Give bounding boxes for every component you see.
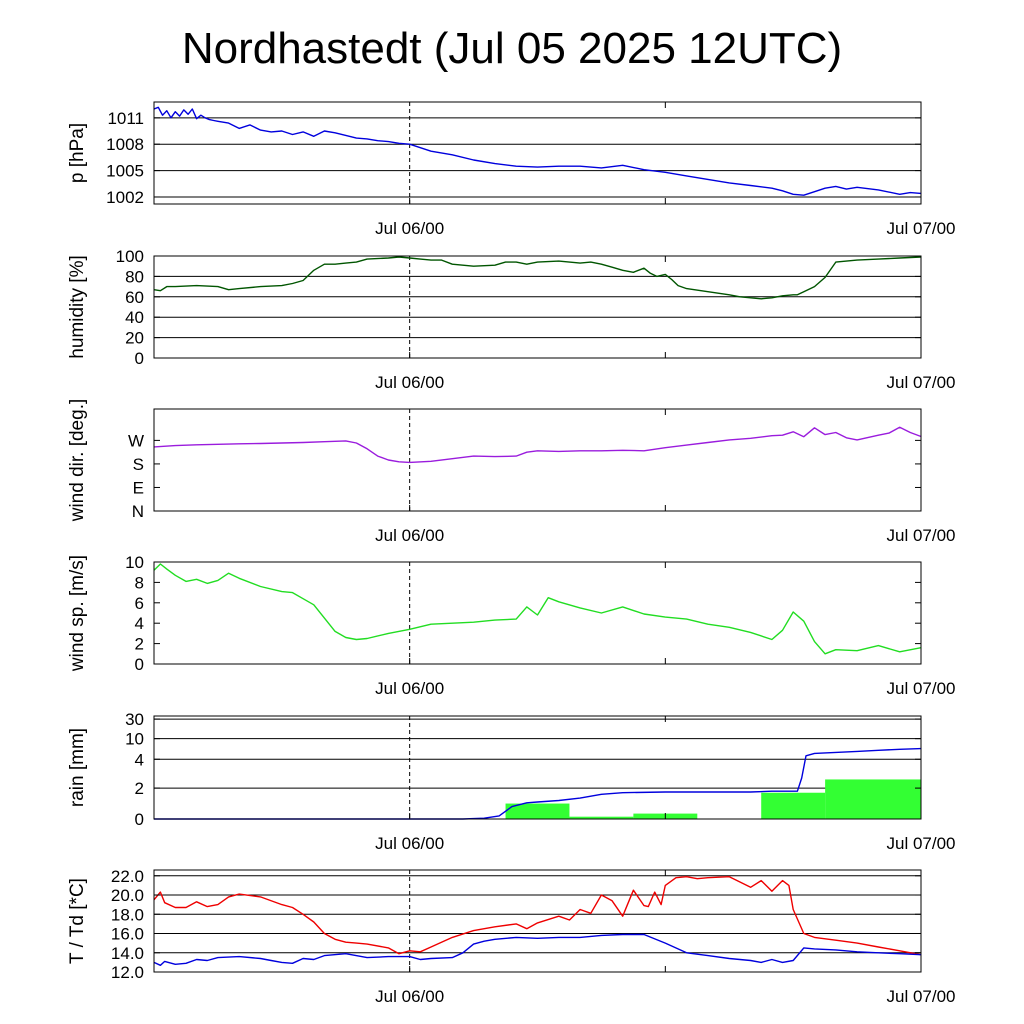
y-tick-label: 22.0 [111, 867, 144, 886]
y-tick-label: 4 [135, 614, 144, 633]
x-tick-label: Jul 06/00 [375, 987, 444, 1006]
panel-pressure: 1002 1005 1008 1011 Jul 06/00 Jul 07/00 p [hPa… [67, 101, 956, 238]
y-tick-label: 20.0 [111, 886, 144, 905]
x-tick-label: Jul 06/00 [375, 219, 444, 238]
panel-frame [153, 101, 922, 205]
y-tick-label: 8 [135, 573, 144, 592]
y-axis-label: T / Td [*C] [67, 878, 88, 964]
y-tick-label: 10 [125, 553, 144, 572]
x-tick-label: Jul 06/00 [375, 679, 444, 698]
panel-frame [153, 561, 922, 665]
y-tick-label: 4 [135, 750, 144, 769]
y-tick-label: W [128, 431, 144, 450]
y-axis-label: p [hPa] [67, 123, 88, 183]
y-tick-label: 6 [135, 594, 144, 613]
rain-bar [569, 816, 634, 819]
y-axis-label: rain [mm] [67, 728, 88, 807]
y-tick-label: 1008 [106, 135, 144, 154]
series-line [153, 106, 922, 196]
panel-temperature-and-dew-point: 12.014.016.018.020.022.0 Jul 06/00 Jul 07/… [67, 867, 956, 1006]
panel-frame [153, 255, 922, 359]
y-axis-label: wind sp. [m/s] [67, 555, 88, 672]
panel-wind-speed: 02 46 810 Jul 06/00 Jul 07/00 wind sp. [m/s] [67, 553, 956, 698]
panel-frame [153, 715, 922, 820]
series-line [153, 426, 922, 464]
chart-title: Nordhastedt (Jul 05 2025 12UTC) [181, 24, 843, 73]
series-line [153, 256, 922, 300]
y-tick-label: 80 [125, 267, 144, 286]
y-tick-label: 60 [125, 288, 144, 307]
series-line-t [153, 876, 922, 956]
y-tick-label: E [133, 478, 144, 497]
y-tick-label: 12.0 [111, 963, 144, 982]
y-tick-label: 0 [135, 349, 144, 368]
y-tick-label: 1011 [107, 109, 144, 128]
panel-frame [153, 408, 922, 512]
x-tick-label: Jul 07/00 [887, 526, 956, 545]
rain-bar [505, 803, 570, 819]
series-line-accumulated [154, 747, 922, 820]
x-tick-label: Jul 06/00 [375, 834, 444, 853]
series-line [153, 563, 922, 655]
y-tick-label: 2 [135, 779, 144, 798]
y-tick-label: 14.0 [111, 944, 144, 963]
x-tick-label: Jul 07/00 [887, 834, 956, 853]
series-line-td [153, 933, 922, 966]
panel-frame [153, 869, 922, 973]
x-tick-label: Jul 07/00 [887, 987, 956, 1006]
y-tick-label: 10 [125, 730, 144, 749]
y-tick-label: S [133, 455, 144, 474]
rain-bar [761, 792, 826, 819]
y-tick-label: 2 [135, 635, 144, 654]
y-tick-label: 0 [135, 655, 144, 674]
y-tick-label: 1005 [106, 162, 144, 181]
x-tick-label: Jul 07/00 [887, 219, 956, 238]
y-tick-label: 18.0 [111, 905, 144, 924]
y-tick-label: 0 [135, 810, 144, 829]
y-tick-label: 20 [125, 329, 144, 348]
x-tick-label: Jul 07/00 [887, 679, 956, 698]
y-tick-label: 1002 [106, 188, 144, 207]
y-tick-label: 100 [116, 247, 144, 266]
rain-bar [825, 779, 921, 819]
y-axis-label: wind dir. [deg.] [67, 399, 88, 523]
y-axis-label: humidity [%] [67, 255, 88, 358]
y-tick-label: N [132, 502, 144, 521]
y-tick-label: 40 [125, 308, 144, 327]
y-tick-label: 16.0 [111, 925, 144, 944]
x-tick-label: Jul 07/00 [887, 373, 956, 392]
x-tick-label: Jul 06/00 [375, 526, 444, 545]
y-tick-label: 30 [125, 710, 144, 729]
x-tick-label: Jul 06/00 [375, 373, 444, 392]
